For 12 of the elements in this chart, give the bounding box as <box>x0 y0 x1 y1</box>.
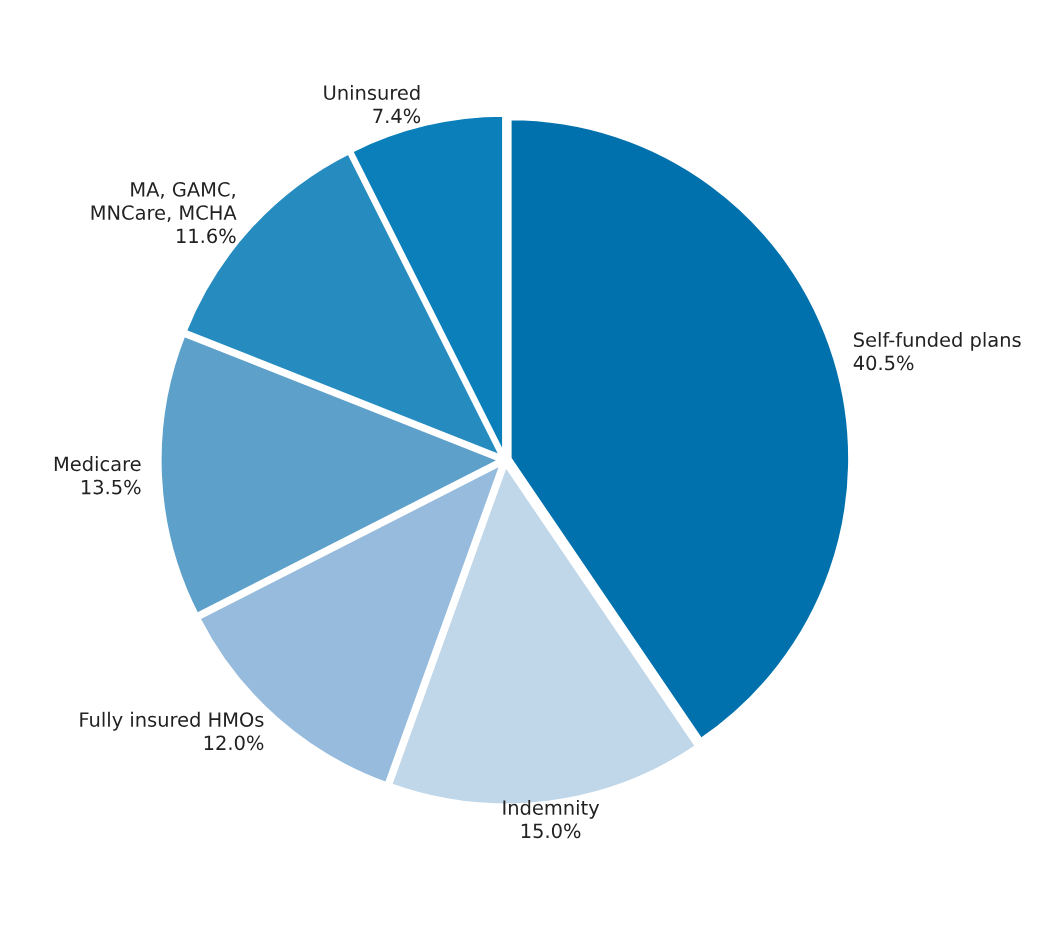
slice-label: Uninsured <box>324 84 420 100</box>
data-label: 40.5% <box>853 355 914 371</box>
slice-label: Fully insured HMOs <box>80 711 264 731</box>
slice-label: Self-funded plans <box>854 331 1021 351</box>
slice-label: MA, GAMC, MNCare, MCHA <box>91 182 237 222</box>
slice-label: Medicare <box>54 456 141 472</box>
data-label: 15.0% <box>521 823 581 839</box>
data-label: 11.6% <box>177 228 236 244</box>
data-label: 12.0% <box>204 735 264 751</box>
slice-label: Indemnity <box>503 799 600 819</box>
data-label: 7.4% <box>373 108 421 124</box>
data-label: 13.5% <box>81 479 141 495</box>
